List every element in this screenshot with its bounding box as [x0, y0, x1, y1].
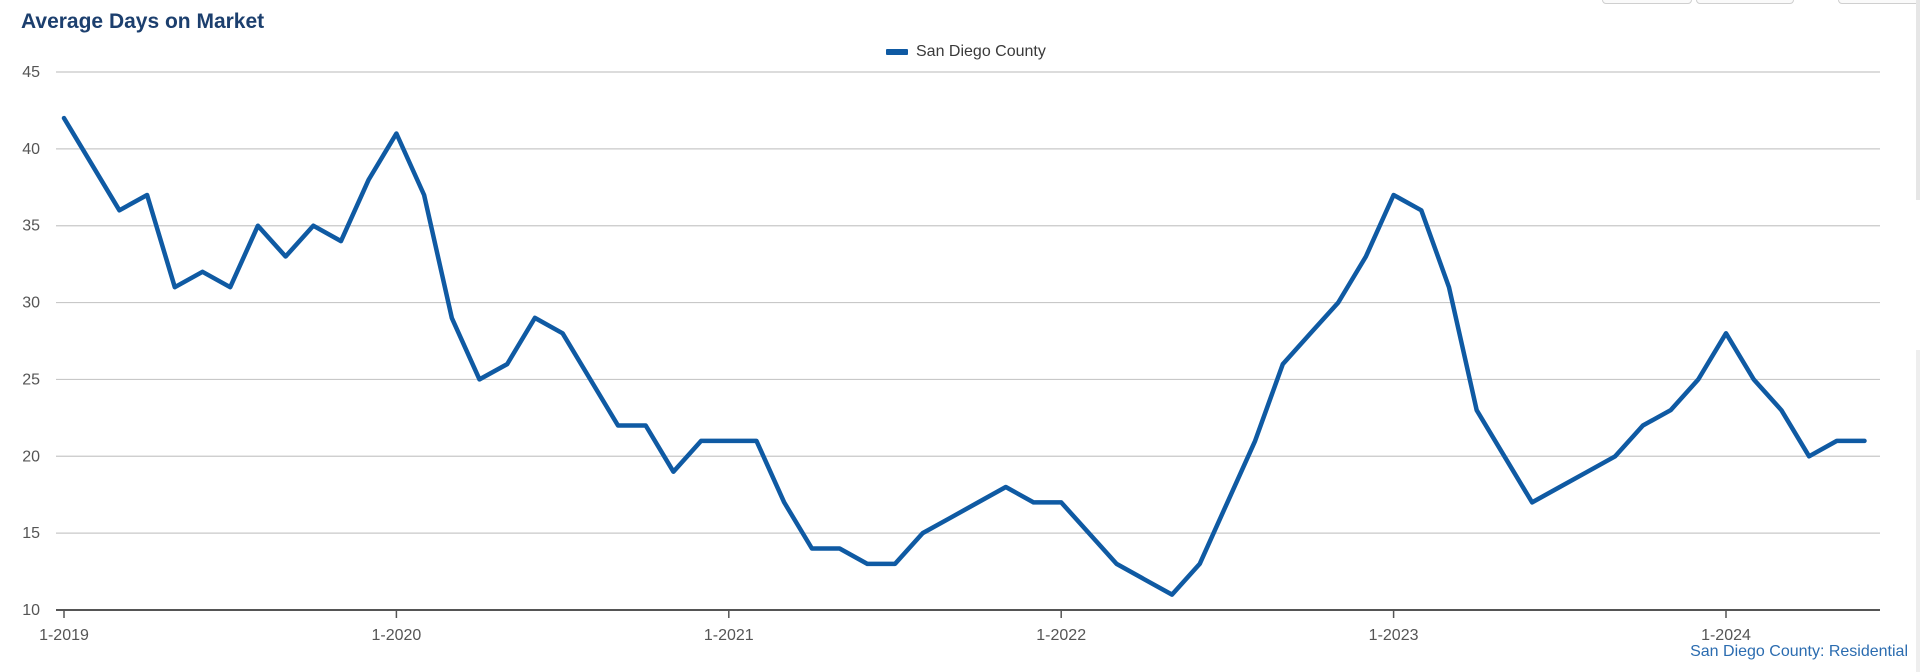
legend-label-san-diego-county: San Diego County: [916, 43, 1046, 60]
x-tick-label-1-2021: 1-2021: [704, 627, 754, 644]
series-line-san-diego-county: [61, 115, 1867, 597]
y-tick-label-20: 20: [22, 448, 40, 465]
y-tick-label-15: 15: [22, 525, 40, 542]
y-tick-label-35: 35: [22, 218, 40, 235]
scrollbar-edge-top: [1916, 0, 1920, 200]
x-tick-label-1-2022: 1-2022: [1036, 627, 1086, 644]
y-tick-label-40: 40: [22, 141, 40, 158]
source-note: San Diego County: Residential: [1690, 643, 1908, 660]
x-tick-label-1-2023: 1-2023: [1369, 627, 1419, 644]
x-tick-label-1-2020: 1-2020: [371, 627, 421, 644]
y-tick-label-25: 25: [22, 371, 40, 388]
y-tick-label-30: 30: [22, 295, 40, 312]
legend-swatch-san-diego-county: [886, 49, 908, 55]
y-tick-label-45: 45: [22, 64, 40, 81]
legend[interactable]: San Diego County: [886, 42, 1046, 62]
chart-title: Average Days on Market: [21, 10, 265, 33]
y-tick-label-10: 10: [22, 602, 40, 619]
x-tick-label-1-2024: 1-2024: [1701, 627, 1751, 644]
x-tick-label-1-2019: 1-2019: [39, 627, 89, 644]
scrollbar-edge-bottom: [1916, 350, 1920, 672]
